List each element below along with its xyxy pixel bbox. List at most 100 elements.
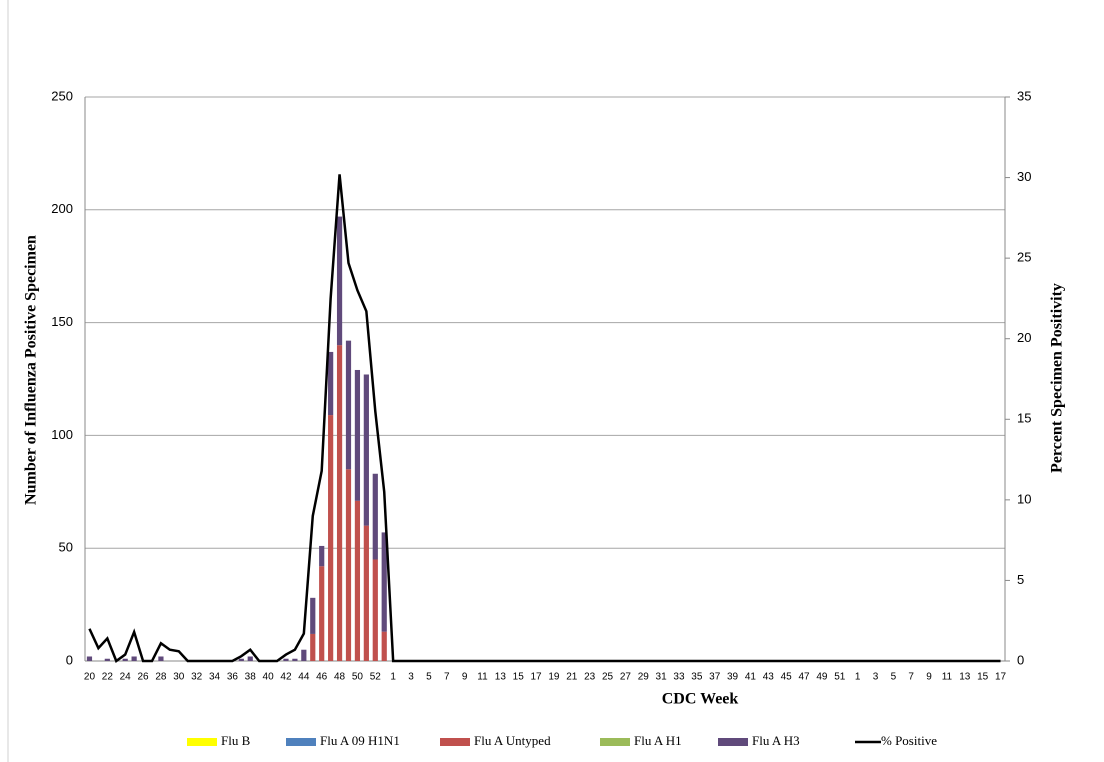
x-tick-label: 33 [673,672,685,683]
y2-tick-label: 35 [1017,88,1031,103]
x-tick-label: 34 [209,672,221,683]
bar [336,345,343,661]
x-tick-label: 20 [84,672,96,683]
x-tick-label: 13 [495,672,507,683]
x-tick-label: 44 [298,672,310,683]
x-axis-title: CDC Week [662,691,739,708]
legend-swatch [718,738,748,746]
x-tick-label: 31 [656,672,668,683]
bar [354,500,361,661]
x-tick-label: 42 [280,672,292,683]
x-tick-label: 32 [191,672,203,683]
bar [319,566,325,661]
legend-swatch [600,738,630,746]
bar [336,216,343,346]
bar [158,656,164,661]
y-tick-label: 250 [51,88,73,103]
x-tick-label: 51 [834,672,846,683]
x-tick-label: 17 [531,672,543,683]
x-tick-label: 9 [926,672,932,683]
x-tick-label: 30 [173,672,185,683]
x-tick-label: 11 [477,672,488,683]
y2-axis-title: Percent Specimen Positivity [1049,283,1066,473]
y2-tick-label: 20 [1017,330,1031,345]
bar [310,633,316,661]
x-tick-label: 7 [908,672,914,683]
y2-tick-label: 30 [1017,169,1031,184]
x-tick-label: 5 [891,672,897,683]
bar [345,469,352,661]
x-tick-label: 26 [137,672,149,683]
legend-label: Flu A Untyped [474,733,551,748]
x-tick-label: 50 [352,672,364,683]
x-tick-label: 40 [263,672,275,683]
bar [122,658,128,661]
y-tick-label: 200 [51,201,73,216]
x-tick-label: 17 [995,672,1007,683]
x-tick-label: 25 [602,672,614,683]
bar [310,597,316,634]
x-tick-label: 5 [426,672,432,683]
x-tick-label: 3 [408,672,414,683]
bar [345,340,352,470]
bar [354,369,361,501]
x-tick-label: 29 [638,672,650,683]
y-axis-title: Number of Influenza Positive Specimen [23,235,40,505]
bar [381,532,387,632]
x-tick-label: 21 [566,672,578,683]
x-tick-label: 52 [370,672,382,683]
x-tick-label: 27 [620,672,632,683]
x-tick-label: 43 [763,672,775,683]
x-tick-label: 41 [745,672,757,683]
legend-label: Flu A H3 [752,733,800,748]
x-tick-label: 1 [855,672,861,683]
x-tick-label: 46 [316,672,328,683]
y2-tick-label: 0 [1017,652,1024,667]
x-tick-label: 47 [798,672,810,683]
legend-label: Flu A H1 [634,733,682,748]
x-tick-label: 3 [873,672,879,683]
x-tick-label: 37 [709,672,721,683]
bar [328,415,334,661]
y2-tick-label: 10 [1017,491,1031,506]
x-tick-label: 49 [816,672,828,683]
x-tick-label: 45 [781,672,793,683]
x-tick-label: 15 [513,672,525,683]
x-tick-label: 24 [120,672,132,683]
x-tick-label: 1 [390,672,396,683]
x-tick-label: 28 [155,672,167,683]
bar [283,658,289,661]
bar [372,473,378,560]
bar [292,658,298,661]
x-tick-label: 15 [977,672,989,683]
x-tick-label: 48 [334,672,346,683]
x-tick-label: 23 [584,672,596,683]
legend-swatch [440,738,470,746]
legend-label: % Positive [881,733,937,748]
x-tick-label: 38 [245,672,257,683]
y2-tick-label: 25 [1017,250,1031,265]
x-tick-label: 22 [102,672,114,683]
y-tick-label: 100 [51,427,73,442]
bar [363,525,369,661]
y-tick-label: 0 [66,652,73,667]
bar [86,656,93,661]
bar [363,374,369,526]
bar [301,649,307,661]
x-tick-label: 19 [548,672,560,683]
bar [319,545,325,567]
bar [381,631,387,661]
y2-tick-label: 5 [1017,572,1024,587]
x-tick-label: 11 [942,672,953,683]
x-tick-label: 39 [727,672,739,683]
y2-tick-label: 15 [1017,411,1031,426]
legend-label: Flu A 09 H1N1 [320,733,400,748]
bar [247,656,253,661]
x-tick-label: 36 [227,672,239,683]
bar [104,658,110,661]
bar [238,658,244,661]
x-tick-label: 35 [691,672,703,683]
bar [328,351,334,416]
legend-swatch [187,738,217,746]
